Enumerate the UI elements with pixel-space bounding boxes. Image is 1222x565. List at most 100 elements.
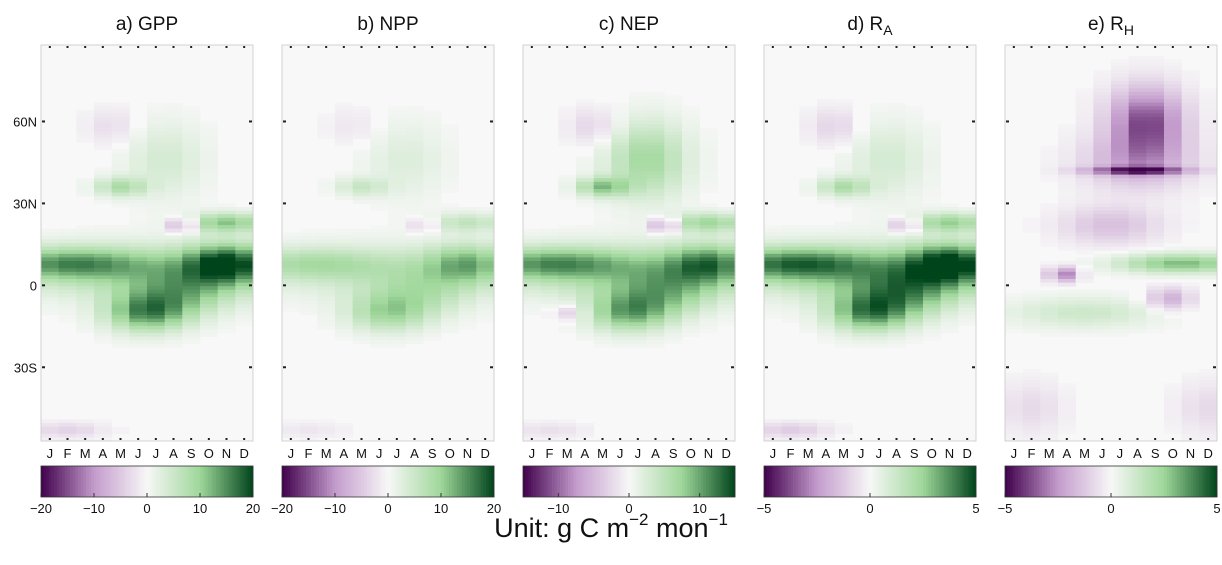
heatmap-cell	[1075, 304, 1094, 309]
heatmap-cell	[147, 142, 166, 147]
heatmap-cell	[558, 106, 577, 111]
colorbar-segment	[814, 466, 818, 497]
heatmap-cell	[781, 253, 800, 258]
heatmap-cell	[1040, 174, 1059, 179]
heatmap-cell	[1199, 401, 1218, 406]
heatmap-cell	[781, 279, 800, 283]
heatmap-cell	[423, 196, 442, 201]
heatmap-cell	[1164, 423, 1183, 427]
heatmap-cell	[887, 156, 906, 161]
heatmap-cell	[940, 207, 959, 211]
heatmap-cell	[147, 282, 166, 287]
heatmap-cell	[923, 311, 942, 316]
y-tick-right	[731, 120, 734, 123]
heatmap-cell	[423, 178, 442, 183]
heatmap-cell	[335, 253, 354, 258]
heatmap-cell	[1058, 268, 1077, 273]
heatmap-cell	[58, 282, 77, 287]
heatmap-cell	[593, 181, 612, 186]
heatmap-cell	[1075, 95, 1094, 100]
heatmap-cell	[164, 293, 183, 298]
heatmap-cell	[1181, 77, 1200, 82]
heatmap-cell	[405, 253, 424, 258]
colorbar-segment	[316, 466, 320, 497]
heatmap-cell	[664, 232, 683, 237]
heatmap-cell	[129, 210, 148, 215]
heatmap-cell	[664, 163, 683, 168]
heatmap-cell	[1146, 325, 1165, 330]
heatmap-cell	[1075, 257, 1094, 262]
heatmap-cell	[699, 174, 718, 179]
heatmap-cell	[94, 336, 113, 341]
colorbar-segment	[766, 466, 770, 497]
heatmap-cell	[870, 275, 889, 280]
heatmap-cell	[388, 109, 407, 114]
colorbar-segment	[576, 466, 579, 497]
heatmap-cell	[834, 178, 853, 183]
heatmap-cell	[299, 235, 318, 240]
heatmap-cell	[94, 433, 113, 438]
heatmap-cell	[182, 203, 201, 208]
top-tick	[1207, 46, 1210, 48]
heatmap-cell	[235, 232, 254, 237]
heatmap-cell	[76, 117, 95, 121]
heatmap-cell	[1058, 387, 1077, 391]
colorbar-segment	[970, 466, 974, 497]
colorbar-segment	[568, 466, 571, 497]
heatmap-cell	[834, 264, 853, 269]
heatmap-cell	[129, 235, 148, 240]
colorbar-segment	[83, 466, 87, 497]
bottom-tick	[484, 438, 487, 440]
heatmap-cell	[852, 250, 871, 255]
heatmap-cell	[558, 311, 577, 316]
heatmap-cell	[352, 232, 371, 237]
heatmap-cell	[940, 282, 959, 287]
heatmap-cell	[335, 189, 354, 193]
heatmap-cell	[834, 99, 853, 103]
heatmap-cell	[164, 153, 183, 157]
month-label: N	[222, 446, 231, 461]
heatmap-cell	[1199, 163, 1218, 168]
heatmap-cell	[1022, 430, 1041, 435]
heatmap-cell	[441, 221, 460, 226]
colorbar-segment	[478, 466, 482, 497]
heatmap-cell	[1128, 189, 1147, 193]
colorbar-segment	[305, 466, 309, 497]
heatmap-cell	[1128, 225, 1147, 229]
heatmap-cell	[1146, 88, 1165, 93]
heatmap-cell	[352, 127, 371, 132]
heatmap-cell	[129, 189, 148, 193]
heatmap-cell	[352, 264, 371, 269]
heatmap-cell	[352, 329, 371, 334]
heatmap-cell	[1181, 214, 1200, 219]
colorbar-segment	[141, 466, 145, 497]
heatmap-cell	[629, 138, 648, 143]
heatmap-cell	[147, 228, 166, 233]
heatmap-cell	[646, 271, 665, 276]
bottom-tick	[566, 438, 569, 440]
heatmap-cell	[682, 181, 701, 186]
heatmap-cell	[388, 315, 407, 319]
heatmap-cell	[129, 181, 148, 186]
colorbar-segment	[1166, 466, 1170, 497]
heatmap-cell	[905, 246, 924, 251]
heatmap-cell	[1058, 318, 1077, 323]
heatmap-cell	[200, 145, 219, 150]
heatmap-cell	[646, 217, 665, 222]
heatmap-cell	[1128, 315, 1147, 319]
heatmap-cell	[958, 214, 977, 219]
bottom-tick	[378, 438, 381, 440]
top-tick	[84, 46, 87, 48]
heatmap-cell	[423, 189, 442, 193]
heatmap-cell	[1164, 59, 1183, 64]
heatmap-cell	[41, 282, 60, 287]
heatmap-cell	[817, 167, 836, 172]
heatmap-cell	[441, 207, 460, 211]
heatmap-cell	[164, 221, 183, 226]
heatmap-cell	[870, 106, 889, 111]
heatmap-cell	[958, 307, 977, 312]
heatmap-cell	[352, 243, 371, 247]
heatmap-cell	[299, 243, 318, 247]
heatmap-cell	[441, 127, 460, 132]
heatmap-cell	[1075, 142, 1094, 147]
